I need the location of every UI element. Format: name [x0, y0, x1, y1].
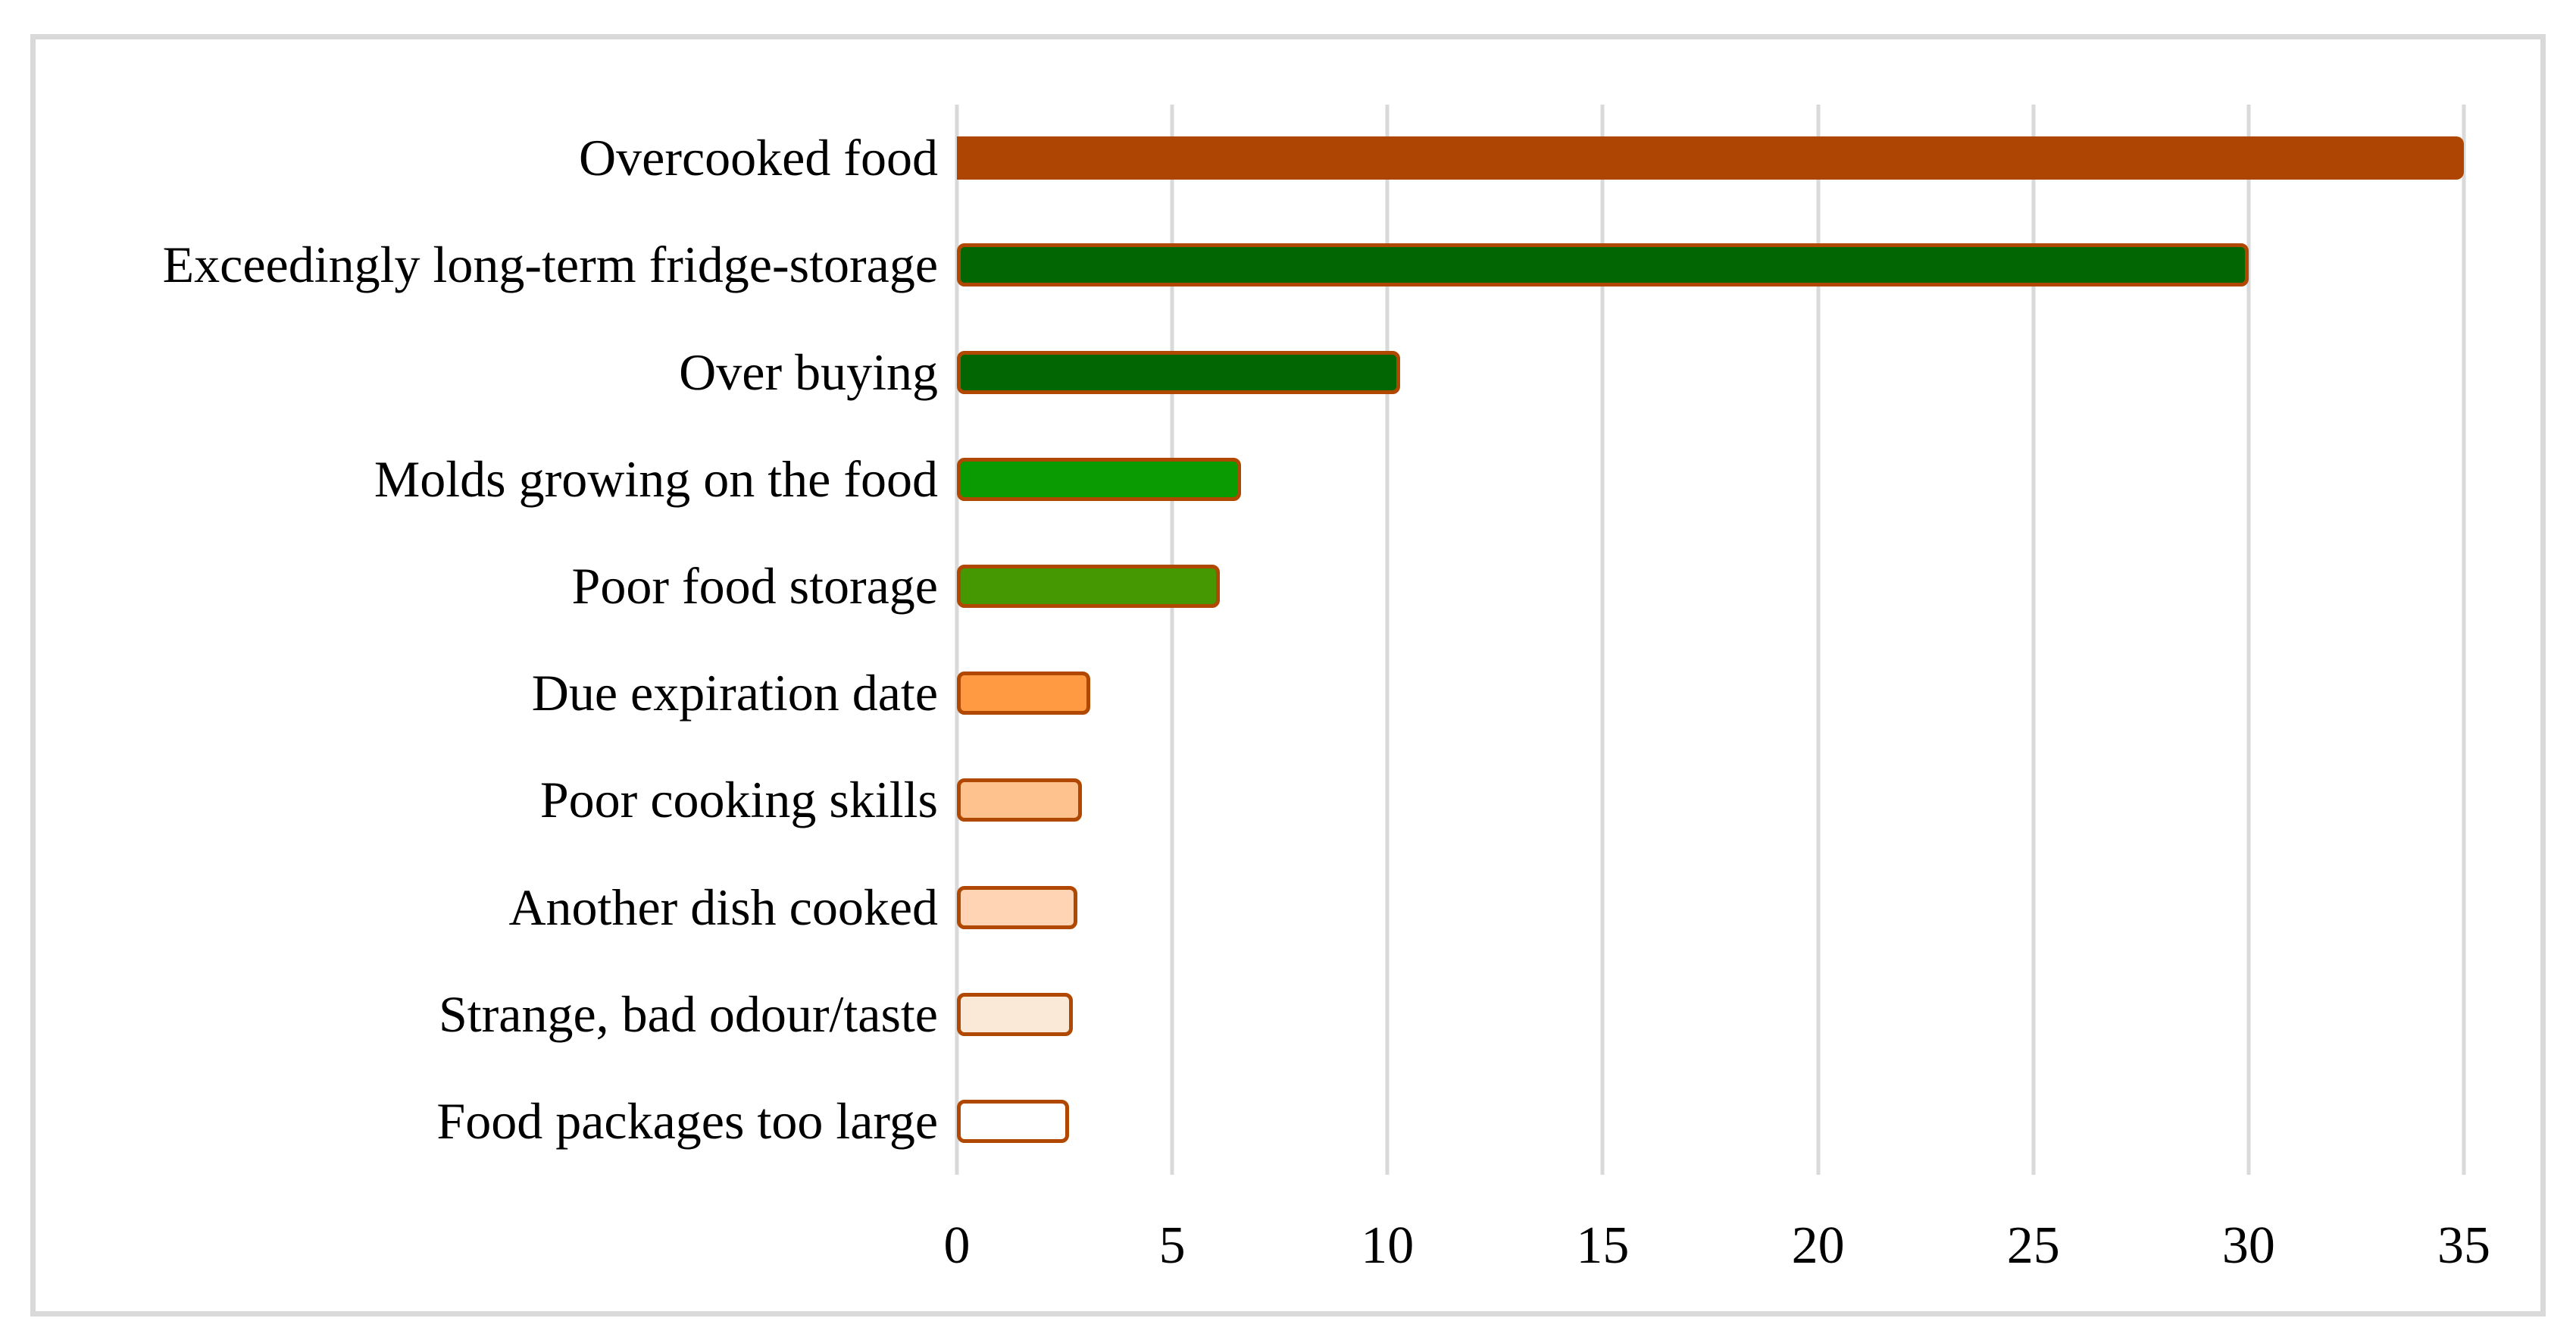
bar-row: [957, 426, 2464, 533]
gridline: [1170, 105, 1174, 1175]
bar-row: [957, 961, 2464, 1068]
gridline: [2031, 105, 2036, 1175]
bar-row: [957, 640, 2464, 747]
bar: [957, 885, 1078, 929]
bar-row: [957, 533, 2464, 640]
bar-row: [957, 211, 2464, 318]
category-label: Due expiration date: [531, 664, 938, 722]
bar: [957, 992, 1074, 1036]
category-label: Poor food storage: [571, 556, 938, 615]
bar-row: [957, 853, 2464, 960]
bar: [957, 564, 1220, 608]
x-tick-label: 0: [943, 1216, 971, 1275]
bar: [957, 243, 2249, 287]
x-tick-label: 35: [2437, 1216, 2490, 1275]
x-axis-tick-labels: 0 5 10 15 20 25 30 35: [944, 1211, 2491, 1281]
x-tick-label: 10: [1361, 1216, 1415, 1275]
bar-row: [957, 747, 2464, 853]
category-label: Poor cooking skills: [539, 771, 938, 829]
x-tick-label: 5: [1158, 1216, 1186, 1275]
x-tick-label: 20: [1791, 1216, 1845, 1275]
category-label: Another dish cooked: [508, 878, 938, 936]
bar-row: [957, 318, 2464, 425]
bar: [957, 778, 1082, 822]
bar: [957, 457, 1242, 501]
bar-row: [957, 1068, 2464, 1175]
bar: [957, 1099, 1069, 1143]
x-tick-label: 30: [2221, 1216, 2275, 1275]
category-label: Food packages too large: [436, 1091, 938, 1150]
category-label: Strange, bad odour/taste: [438, 985, 938, 1043]
gridline: [1385, 105, 1390, 1175]
category-label: Molds growing on the food: [374, 449, 938, 508]
bar: [957, 136, 2464, 180]
bar: [957, 350, 1401, 394]
category-label: Overcooked food: [579, 129, 938, 187]
gridline: [1600, 105, 1605, 1175]
gridline: [1816, 105, 1821, 1175]
bar-row: [957, 105, 2464, 211]
category-labels: Overcooked food Exceedingly long-term fri…: [45, 105, 938, 1175]
x-tick-label: 15: [1576, 1216, 1630, 1275]
category-label: Exceedingly long-term fridge-storage: [162, 236, 938, 294]
gridline: [2246, 105, 2251, 1175]
plot-area: [955, 105, 2466, 1175]
x-tick-label: 25: [2006, 1216, 2060, 1275]
gridline: [2462, 105, 2466, 1175]
bar-rows: [957, 105, 2464, 1175]
y-axis-line: [955, 105, 959, 1175]
bar: [957, 672, 1091, 715]
category-label: Over buying: [679, 343, 938, 401]
